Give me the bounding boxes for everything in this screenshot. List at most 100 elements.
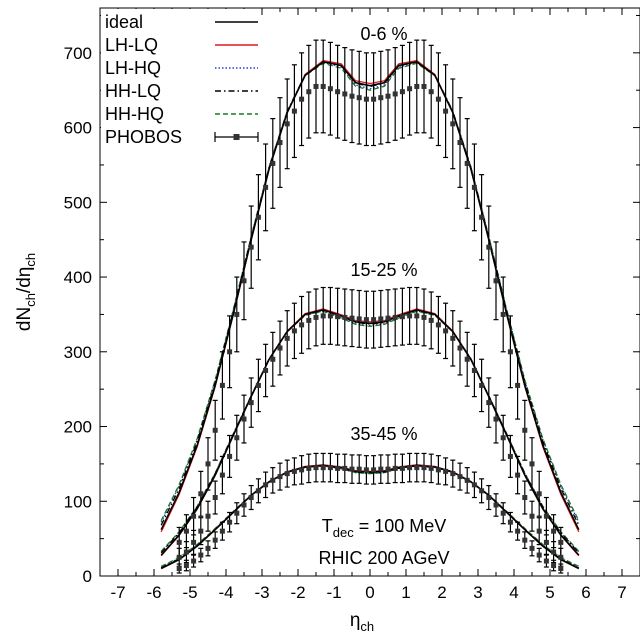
phobos-point: [399, 44, 405, 139]
phobos-point: [435, 455, 441, 485]
phobos-point: [234, 502, 240, 525]
phobos-marker: [536, 528, 542, 534]
phobos-marker: [529, 461, 535, 467]
phobos-point: [414, 452, 420, 483]
phobos-point: [219, 351, 225, 420]
phobos-marker: [205, 545, 211, 551]
phobos-marker: [342, 314, 348, 320]
phobos-marker: [227, 349, 233, 355]
phobos-marker: [349, 93, 355, 99]
phobos-marker: [248, 400, 254, 406]
phobos-marker: [284, 471, 290, 477]
x-tick-label: 6: [581, 583, 590, 602]
phobos-marker: [428, 465, 434, 471]
curve-lh-hq-15-25-: [160, 310, 580, 553]
phobos-point: [299, 52, 305, 147]
phobos-point: [529, 540, 535, 557]
phobos-marker: [284, 335, 290, 341]
phobos-point: [486, 484, 492, 511]
phobos-marker: [205, 461, 211, 467]
phobos-point: [450, 310, 456, 367]
phobos-point: [414, 286, 420, 345]
phobos-point: [191, 529, 197, 555]
phobos-marker: [371, 96, 377, 102]
phobos-marker: [536, 552, 542, 558]
phobos-marker: [435, 467, 441, 473]
phobos-marker: [277, 474, 283, 480]
phobos-marker: [248, 244, 254, 250]
y-axis-label: dNch/dηch: [14, 253, 38, 331]
phobos-point: [306, 44, 312, 139]
phobos-marker: [471, 184, 477, 190]
phobos-marker: [234, 435, 240, 441]
phobos-marker: [493, 278, 499, 284]
phobos-marker: [471, 482, 477, 488]
phobos-point: [486, 205, 492, 289]
phobos-marker: [378, 466, 384, 472]
phobos-marker: [320, 313, 326, 319]
phobos-point: [500, 276, 506, 353]
phobos-marker: [291, 468, 297, 474]
phobos-marker: [241, 502, 247, 508]
phobos-point: [255, 358, 261, 413]
phobos-marker: [255, 382, 261, 388]
phobos-marker: [363, 467, 369, 473]
phobos-marker: [248, 495, 254, 501]
phobos-marker: [471, 367, 477, 373]
phobos-point: [212, 531, 218, 549]
phobos-marker: [183, 528, 189, 534]
phobos-point: [493, 493, 499, 517]
phobos-marker: [515, 528, 521, 534]
phobos-point: [198, 547, 204, 563]
phobos-point: [263, 343, 269, 398]
phobos-marker: [356, 95, 362, 101]
phobos-point: [234, 414, 240, 461]
phobos-marker: [263, 482, 269, 488]
phobos-point: [435, 295, 441, 354]
phobos-marker: [457, 345, 463, 351]
phobos-point: [349, 49, 355, 144]
phobos-point: [493, 241, 499, 321]
phobos-point: [378, 454, 384, 484]
phobos-marker: [270, 160, 276, 166]
phobos-point: [457, 320, 463, 376]
y-tick-label: 200: [64, 418, 92, 437]
phobos-marker: [219, 472, 225, 478]
phobos-point: [227, 434, 233, 478]
phobos-point: [486, 377, 492, 428]
phobos-marker: [234, 510, 240, 516]
phobos-point: [248, 377, 254, 428]
phobos-point: [536, 517, 542, 546]
phobos-marker: [198, 552, 204, 558]
y-tick-label: 600: [64, 119, 92, 138]
phobos-marker: [327, 465, 333, 471]
phobos-point: [378, 50, 384, 145]
phobos-marker: [407, 313, 413, 319]
phobos-point: [543, 554, 549, 568]
phobos-point: [277, 462, 283, 491]
legend-label: HH-LQ: [105, 81, 161, 101]
phobos-marker: [205, 513, 211, 519]
phobos-point: [435, 52, 441, 147]
phobos-point: [392, 47, 398, 141]
phobos-point: [385, 49, 391, 144]
phobos-point: [500, 502, 506, 525]
y-tick-label: 400: [64, 268, 92, 287]
phobos-point: [320, 286, 326, 345]
phobos-point: [205, 540, 211, 557]
curve-ideal-35-45-: [160, 464, 580, 570]
phobos-marker: [515, 382, 521, 388]
phobos-point: [219, 455, 225, 495]
x-tick-label: 1: [401, 583, 410, 602]
phobos-marker: [255, 488, 261, 494]
phobos-point: [529, 500, 535, 532]
phobos-marker: [255, 214, 261, 220]
phobos-marker: [414, 313, 420, 319]
phobos-marker: [399, 314, 405, 320]
phobos-point: [277, 97, 283, 188]
phobos-marker: [241, 278, 247, 284]
phobos-marker: [428, 89, 434, 95]
phobos-point: [479, 478, 485, 504]
phobos-point: [407, 286, 413, 345]
phobos-point: [522, 480, 528, 515]
